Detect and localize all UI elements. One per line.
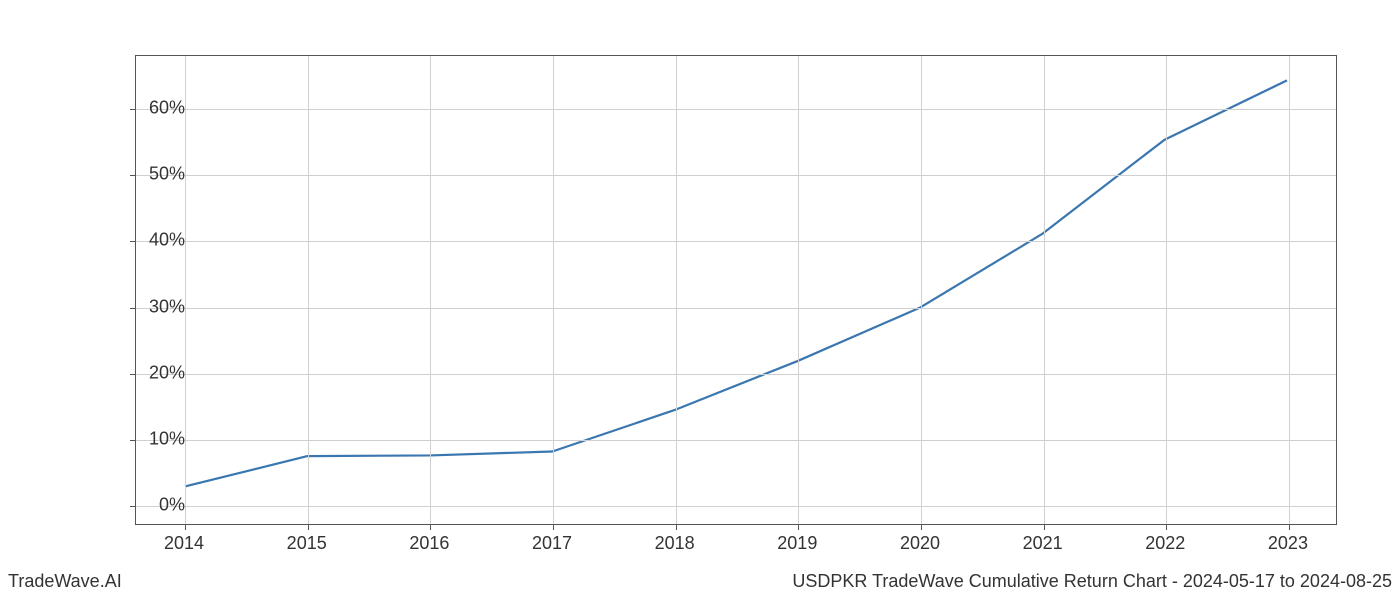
y-tick-label: 20% [125,362,185,383]
grid-line-vertical [553,56,554,524]
grid-line-vertical [430,56,431,524]
x-tick-mark [430,524,431,530]
grid-line-horizontal [136,308,1336,309]
y-tick-label: 40% [125,230,185,251]
grid-line-vertical [676,56,677,524]
chart-container [135,55,1337,525]
grid-line-horizontal [136,241,1336,242]
grid-line-horizontal [136,109,1336,110]
grid-line-vertical [308,56,309,524]
x-tick-label: 2022 [1145,533,1185,554]
y-tick-label: 50% [125,164,185,185]
x-tick-mark [1166,524,1167,530]
grid-line-vertical [185,56,186,524]
x-tick-label: 2021 [1023,533,1063,554]
x-tick-label: 2020 [900,533,940,554]
x-tick-mark [921,524,922,530]
x-tick-mark [308,524,309,530]
x-tick-mark [1044,524,1045,530]
footer-brand: TradeWave.AI [8,571,122,592]
x-tick-label: 2015 [287,533,327,554]
return-line [185,80,1287,486]
y-tick-label: 60% [125,97,185,118]
grid-line-vertical [798,56,799,524]
grid-line-horizontal [136,175,1336,176]
grid-line-vertical [1166,56,1167,524]
plot-area [135,55,1337,525]
y-tick-label: 10% [125,428,185,449]
x-tick-label: 2014 [164,533,204,554]
x-tick-label: 2017 [532,533,572,554]
x-tick-label: 2023 [1268,533,1308,554]
line-chart-svg [136,56,1336,524]
footer-caption: USDPKR TradeWave Cumulative Return Chart… [792,571,1392,592]
x-tick-mark [185,524,186,530]
y-tick-label: 30% [125,296,185,317]
x-tick-label: 2018 [655,533,695,554]
x-tick-label: 2019 [777,533,817,554]
grid-line-vertical [1289,56,1290,524]
x-tick-mark [1289,524,1290,530]
grid-line-vertical [1044,56,1045,524]
grid-line-horizontal [136,506,1336,507]
grid-line-horizontal [136,440,1336,441]
grid-line-horizontal [136,374,1336,375]
grid-line-vertical [921,56,922,524]
x-tick-label: 2016 [409,533,449,554]
y-tick-label: 0% [125,495,185,516]
x-tick-mark [553,524,554,530]
x-tick-mark [676,524,677,530]
x-tick-mark [798,524,799,530]
